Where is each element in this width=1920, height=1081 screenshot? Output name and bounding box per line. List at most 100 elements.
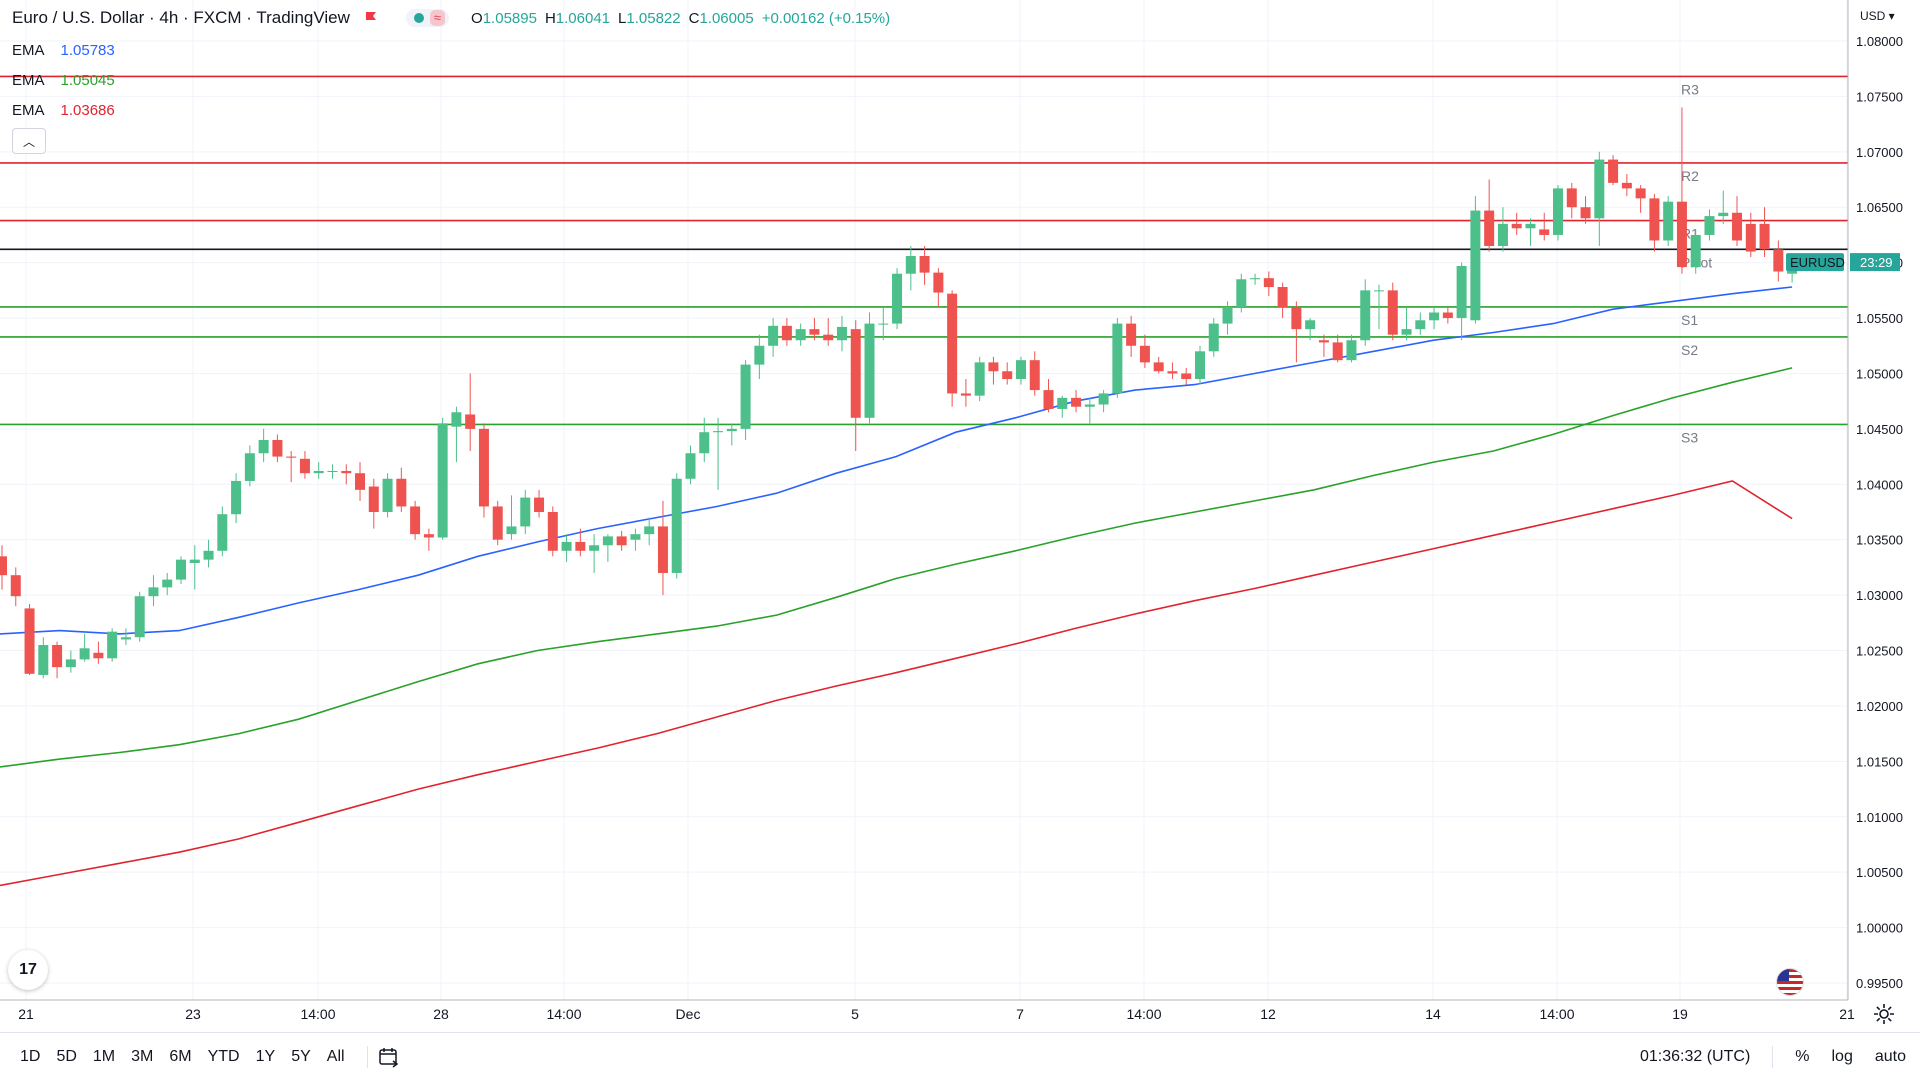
candle-down[interactable] — [1167, 371, 1178, 374]
candle-up[interactable] — [713, 431, 724, 433]
candle-up[interactable] — [120, 637, 131, 640]
candle-down[interactable] — [933, 272, 944, 293]
candle-down[interactable] — [1745, 223, 1756, 252]
candle-up[interactable] — [1208, 323, 1219, 352]
candle-up[interactable] — [1374, 290, 1384, 292]
candle-down[interactable] — [24, 608, 35, 674]
candle-down[interactable] — [988, 362, 999, 372]
candle-up[interactable] — [134, 596, 145, 638]
candle-up[interactable] — [1112, 323, 1123, 394]
candle-down[interactable] — [809, 329, 820, 335]
candle-up[interactable] — [1663, 201, 1674, 241]
candle-down[interactable] — [657, 526, 668, 573]
candle-down[interactable] — [534, 497, 545, 512]
candle-up[interactable] — [1594, 159, 1605, 219]
candle-down[interactable] — [299, 458, 310, 474]
timeframe-1m[interactable]: 1M — [92, 1048, 116, 1065]
candle-up[interactable] — [1415, 320, 1426, 330]
timeframe-1y[interactable]: 1Y — [255, 1048, 276, 1065]
candle-up[interactable] — [974, 362, 985, 396]
candle-down[interactable] — [1043, 390, 1054, 409]
candle-up[interactable] — [1057, 397, 1068, 409]
candle-up[interactable] — [589, 545, 600, 551]
candle-down[interactable] — [575, 541, 586, 551]
candle-up[interactable] — [244, 453, 255, 481]
candle-down[interactable] — [1277, 287, 1288, 307]
candle-up[interactable] — [162, 579, 173, 588]
candle-down[interactable] — [1484, 210, 1495, 247]
candle-up[interactable] — [189, 559, 200, 563]
candle-up[interactable] — [506, 526, 517, 535]
candle-up[interactable] — [65, 659, 76, 668]
candle-up[interactable] — [878, 323, 889, 325]
candle-down[interactable] — [919, 255, 930, 273]
candle-down[interactable] — [1621, 182, 1632, 189]
settings-gear-icon[interactable] — [1872, 1002, 1896, 1026]
candle-down[interactable] — [1002, 371, 1013, 380]
timeframe-ytd[interactable]: YTD — [207, 1048, 240, 1065]
candle-down[interactable] — [1566, 188, 1577, 208]
candle-down[interactable] — [547, 512, 558, 551]
timeframe-1d[interactable]: 1D — [20, 1048, 41, 1065]
candle-up[interactable] — [176, 559, 187, 580]
candle-down[interactable] — [1649, 198, 1660, 241]
candle-up[interactable] — [740, 364, 751, 429]
currency-label[interactable]: USD ▾ — [1860, 9, 1895, 23]
candle-down[interactable] — [410, 506, 421, 535]
candle-up[interactable] — [258, 439, 269, 454]
candle-down[interactable] — [1291, 306, 1302, 330]
candle-up[interactable] — [1401, 329, 1412, 335]
candle-down[interactable] — [1676, 201, 1687, 268]
collapse-legend-button[interactable]: ︿ — [12, 128, 46, 154]
candle-down[interactable] — [960, 393, 971, 396]
utc-clock[interactable]: 01:36:32 (UTC) — [1640, 1048, 1751, 1065]
candle-up[interactable] — [1222, 306, 1233, 324]
candle-up[interactable] — [1305, 320, 1316, 330]
candle-up[interactable] — [148, 587, 159, 597]
candle-down[interactable] — [1181, 373, 1192, 380]
candle-down[interactable] — [1442, 312, 1453, 319]
candle-down[interactable] — [781, 325, 792, 341]
percent-scale-toggle[interactable]: % — [1795, 1048, 1810, 1065]
candle-down[interactable] — [368, 486, 379, 512]
candle-up[interactable] — [561, 541, 572, 551]
candle-up[interactable] — [1194, 351, 1205, 380]
candle-down[interactable] — [1263, 278, 1274, 288]
candle-down[interactable] — [0, 556, 7, 576]
candle-up[interactable] — [382, 478, 393, 512]
candle-down[interactable] — [947, 293, 958, 394]
candle-up[interactable] — [864, 323, 875, 418]
auto-scale-toggle[interactable]: auto — [1874, 1048, 1906, 1065]
candle-up[interactable] — [327, 470, 338, 472]
candle-down[interactable] — [93, 652, 104, 659]
candle-down[interactable] — [1139, 345, 1150, 363]
calendar-range-icon[interactable] — [378, 1046, 400, 1068]
candle-down[interactable] — [1732, 212, 1743, 241]
candle-down[interactable] — [1387, 290, 1398, 335]
candle-up[interactable] — [520, 497, 531, 527]
candle-down[interactable] — [1635, 188, 1646, 199]
candle-up[interactable] — [203, 550, 214, 560]
candle-down[interactable] — [850, 329, 861, 418]
candle-up[interactable] — [1360, 290, 1371, 341]
candle-down[interactable] — [1071, 397, 1082, 407]
candle-up[interactable] — [1015, 360, 1026, 380]
candle-up[interactable] — [38, 644, 49, 675]
candle-down[interactable] — [355, 473, 366, 490]
candle-up[interactable] — [231, 480, 242, 515]
candle-up[interactable] — [1704, 216, 1715, 235]
candle-down[interactable] — [1318, 340, 1329, 343]
candle-up[interactable] — [451, 412, 462, 427]
candle-up[interactable] — [107, 631, 118, 659]
timeframe-6m[interactable]: 6M — [169, 1048, 192, 1065]
candle-up[interactable] — [313, 470, 324, 474]
candle-up[interactable] — [1470, 210, 1481, 321]
candle-down[interactable] — [465, 414, 476, 429]
candle-down[interactable] — [1511, 223, 1522, 229]
timeframe-5y[interactable]: 5Y — [291, 1048, 311, 1065]
timeframe-5d[interactable]: 5D — [56, 1048, 77, 1065]
ema-legend-2[interactable]: EMA 1.05045 — [12, 72, 115, 89]
candle-down[interactable] — [616, 536, 627, 546]
candle-up[interactable] — [1497, 223, 1508, 247]
